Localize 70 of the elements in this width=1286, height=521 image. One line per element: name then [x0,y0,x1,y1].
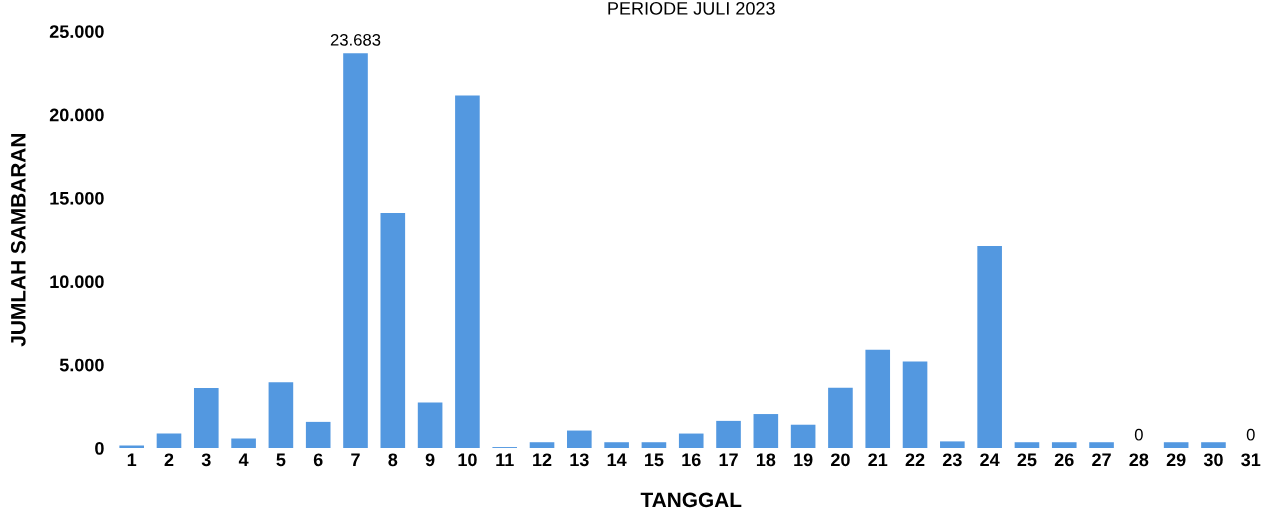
y-tick-label: 25.000 [49,25,104,38]
bar [1014,442,1040,449]
bar [567,430,592,449]
x-tick-label: 24 [980,453,1000,467]
x-tick-label: 6 [313,453,323,467]
x-tick-label: 4 [238,453,249,467]
x-tick-label: 14 [607,453,627,467]
x-tick-label: 19 [794,453,813,467]
x-tick-label: 13 [570,453,589,467]
x-tick-label: 10 [458,453,477,467]
y-tick-label: 0 [95,441,104,455]
data-label: 0 [1246,428,1255,441]
x-tick-label: 20 [831,453,850,467]
x-tick-label: 17 [719,453,738,467]
bar [417,402,443,449]
bar [1163,442,1189,449]
x-axis-title: TANGGAL [640,492,742,508]
bar [641,442,667,449]
x-tick-label: 25 [1017,453,1037,467]
y-tick-label: 20.000 [49,108,104,122]
x-tick-label: 9 [425,453,435,467]
x-tick-label: 29 [1166,453,1186,467]
bar [268,382,294,449]
bar [604,442,629,449]
x-tick-label: 12 [533,453,552,467]
bar [455,95,480,449]
bar [231,438,256,449]
data-label: 23.683 [330,33,381,46]
bar [305,421,331,449]
bar [1089,442,1114,449]
bar [977,246,1002,449]
bar [1201,442,1226,449]
bar [343,53,368,449]
y-tick-label: 5.000 [59,358,104,372]
bar [753,414,779,449]
x-tick-label: 11 [496,453,514,467]
bar [716,420,741,449]
bar [828,387,853,449]
x-tick-label: 23 [942,453,962,467]
x-tick-label: 30 [1203,453,1223,467]
bar [865,349,891,449]
x-tick-label: 26 [1054,453,1074,467]
bar [529,442,555,449]
x-tick-label: 8 [388,453,398,467]
x-tick-label: 15 [645,453,664,467]
x-tick-label: 5 [276,453,286,467]
x-tick-label: 7 [351,453,360,467]
bar [790,424,816,449]
x-tick-label: 21 [868,453,888,467]
bar [380,212,406,449]
x-tick-label: 3 [201,453,211,467]
y-tick-label: 10.000 [50,275,104,289]
y-axis-title: JUMLAH SAMBARAN [10,134,26,347]
chart-title: PERIODE JULI 2023 [608,1,775,15]
x-tick-label: 1 [127,453,137,467]
x-tick-label: 28 [1129,453,1149,467]
bar [156,433,182,449]
data-label: 0 [1134,428,1143,441]
x-tick-label: 2 [164,453,174,467]
bar [193,388,219,449]
bar [678,433,704,449]
bar [1051,442,1077,449]
x-tick-label: 22 [905,453,925,467]
x-tick-label: 31 [1241,453,1261,467]
x-tick-label: 18 [756,453,776,467]
x-tick-label: 27 [1092,453,1111,467]
bar [902,361,928,449]
bar [940,441,965,449]
x-tick-label: 16 [682,453,701,467]
y-tick-label: 15.000 [50,191,104,205]
